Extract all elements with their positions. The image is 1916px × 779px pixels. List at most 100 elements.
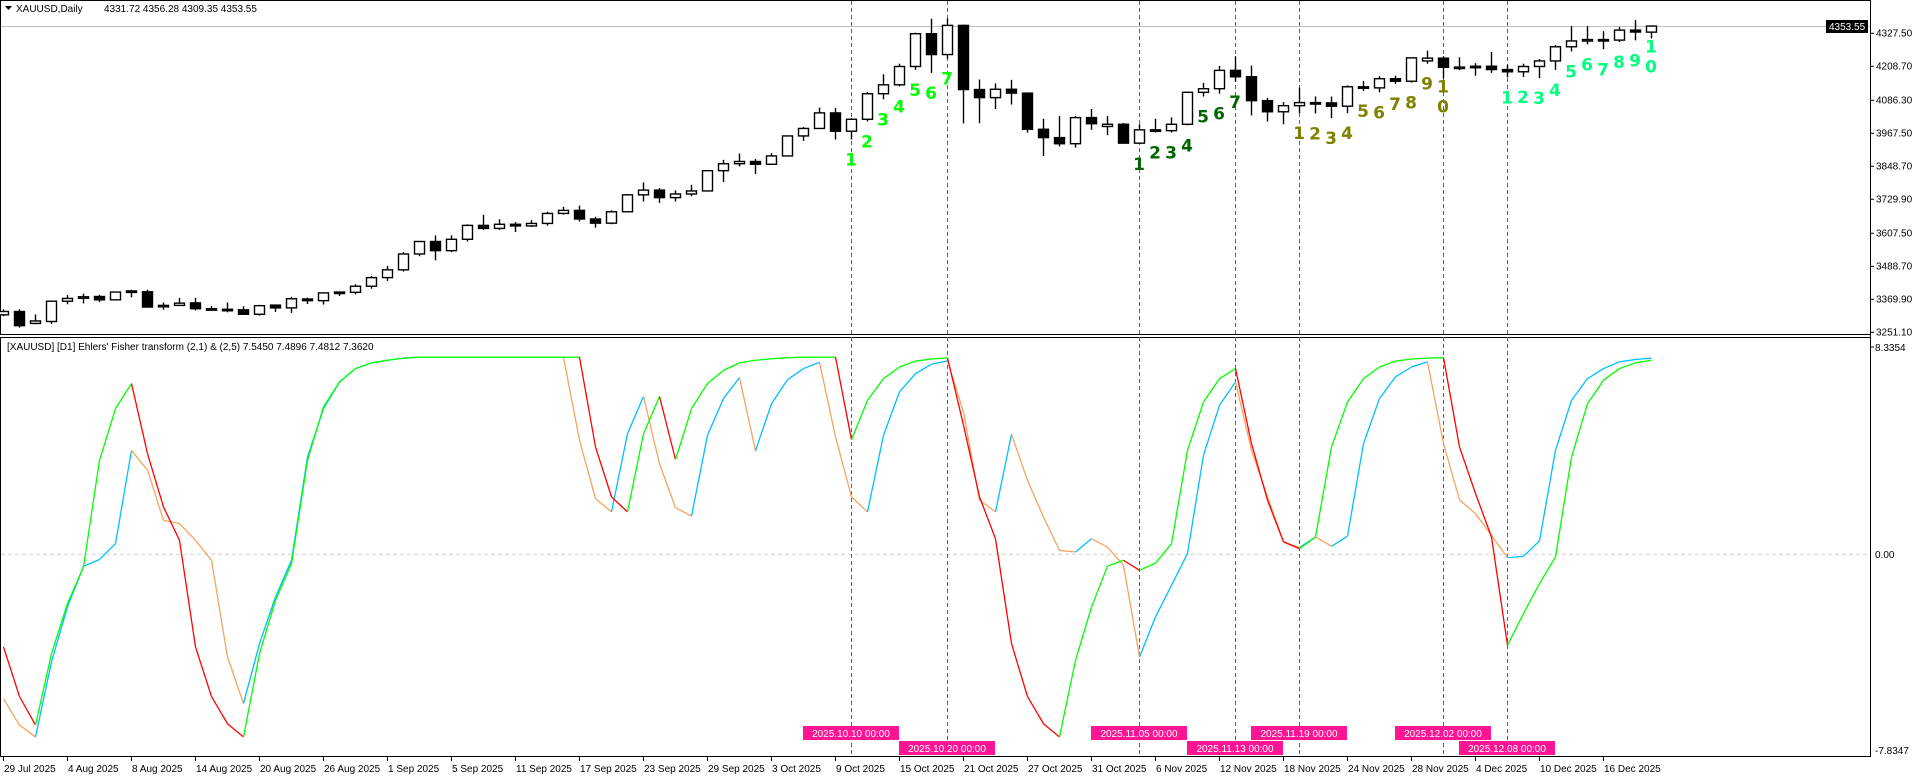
slow-line-segment: [1075, 538, 1092, 553]
triangle-down-icon[interactable]: [5, 6, 12, 10]
fast-line-segment: [1043, 723, 1060, 738]
fast-line-segment: [642, 396, 661, 435]
candle-body-bull: [1469, 65, 1482, 69]
fast-line-segment: [1058, 660, 1077, 738]
fast-line-segment: [34, 653, 53, 726]
fast-line-segment: [866, 378, 885, 401]
candle: [653, 188, 666, 203]
time-tick-label: 29 Sep 2025: [708, 764, 765, 775]
candle: [1389, 75, 1402, 84]
fast-line-segment: [1234, 368, 1253, 444]
slow-line-segment: [34, 661, 53, 738]
count-label: 4: [893, 97, 905, 117]
fast-line-segment: [1202, 378, 1221, 403]
fast-line-segment: [1506, 613, 1525, 646]
candle: [1453, 57, 1466, 71]
slow-line-segment: [1170, 553, 1189, 586]
slow-line-segment: [1202, 405, 1221, 456]
slow-line-segment: [1234, 381, 1253, 451]
count-label: 3: [1533, 89, 1545, 109]
candle: [605, 210, 618, 225]
candle-body-bear: [1021, 92, 1034, 130]
indicator-pane[interactable]: [0, 337, 1871, 757]
fast-line-segment: [371, 359, 388, 364]
candle: [509, 222, 522, 233]
fast-line-segment: [1474, 493, 1493, 538]
fast-line-segment: [1442, 357, 1461, 448]
price-tick-label: 4327.50: [1876, 28, 1913, 39]
candle: [61, 295, 74, 305]
marker-date-label: 2025.12.02 00:00: [1404, 729, 1482, 740]
candle-body-bull: [1293, 101, 1306, 107]
candle-body-bear: [573, 209, 586, 220]
count-label: 3: [1325, 129, 1337, 149]
candle: [525, 220, 538, 228]
count-label: 5: [1197, 107, 1209, 127]
count-label: 3: [1165, 144, 1177, 164]
slow-line-segment: [722, 377, 741, 399]
time-tick-label: 20 Aug 2025: [260, 764, 317, 775]
candle: [1421, 50, 1434, 64]
candle: [205, 305, 218, 311]
slow-line-segment: [1507, 555, 1524, 559]
candle-body-bull: [1341, 86, 1354, 107]
candle: [1373, 76, 1386, 93]
indicator-axis-max: 8.3354: [1875, 343, 1906, 354]
slow-line-segment: [1346, 443, 1365, 537]
count-label: 4: [1549, 81, 1561, 101]
candle: [237, 306, 250, 315]
slow-line-segment: [562, 357, 581, 441]
count-label: 1: [1437, 77, 1449, 97]
candle-body-bull: [445, 238, 458, 252]
price-axis[interactable]: 4327.50 4208.70 4086.30 3967.50 3848.70 3729.…: [1870, 0, 1913, 757]
time-tick-label: 11 Sep 2025: [516, 764, 572, 775]
fast-line-segment: [611, 496, 628, 513]
price-tick-label: 4086.30: [1876, 95, 1913, 106]
candle-body-bull: [285, 298, 298, 309]
time-tick-label: 10 Dec 2025: [1540, 764, 1597, 775]
candle-body-bull: [397, 253, 410, 271]
candle-body-bear: [1597, 38, 1610, 42]
candle: [125, 289, 138, 298]
fast-line-segment: [1458, 446, 1477, 494]
fast-line-segment: [1170, 450, 1189, 544]
candle-body-bull: [365, 276, 378, 287]
time-tick-label: 1 Sep 2025: [388, 764, 440, 775]
slow-line-segment: [1091, 538, 1108, 548]
fast-line-segment: [130, 383, 149, 454]
candle: [1485, 52, 1498, 73]
candle: [989, 83, 1002, 109]
fast-line-segment: [1586, 379, 1605, 405]
fast-line-segment: [1010, 643, 1029, 697]
fast-line-segment: [178, 540, 197, 648]
time-axis[interactable]: 29 Jul 2025 4 Aug 2025 8 Aug 2025 14 Aug 20…: [3, 757, 1662, 775]
count-label: 2: [1517, 88, 1529, 108]
candle-body-bull: [349, 285, 362, 294]
candle: [1053, 115, 1066, 147]
slow-line-segment: [818, 362, 837, 437]
fast-line-segment: [739, 359, 756, 364]
slow-line-segment: [658, 463, 677, 508]
candle: [1229, 56, 1242, 82]
count-label: 7: [941, 70, 953, 90]
fast-line-segment: [1379, 360, 1396, 368]
slow-line-segment: [226, 656, 245, 704]
fast-line-segment: [1123, 559, 1140, 571]
candle: [861, 92, 874, 122]
fast-line-segment: [114, 383, 133, 410]
indicator-axis-zero: 0.00: [1875, 550, 1895, 561]
candle: [797, 127, 810, 141]
slow-line-segment: [915, 363, 932, 375]
candle: [813, 107, 826, 130]
candle-body-bear: [1037, 128, 1050, 139]
price-tick-label: 3251.10: [1876, 327, 1913, 338]
count-label: 4: [1181, 136, 1193, 156]
candle-body-bear: [13, 310, 26, 327]
fast-line-segment: [594, 446, 613, 498]
candle-body-bear: [957, 24, 970, 91]
slow-line-segment: [1378, 376, 1397, 399]
candle-body-bull: [541, 212, 554, 225]
slow-line-segment: [274, 559, 293, 598]
candle: [925, 18, 938, 73]
